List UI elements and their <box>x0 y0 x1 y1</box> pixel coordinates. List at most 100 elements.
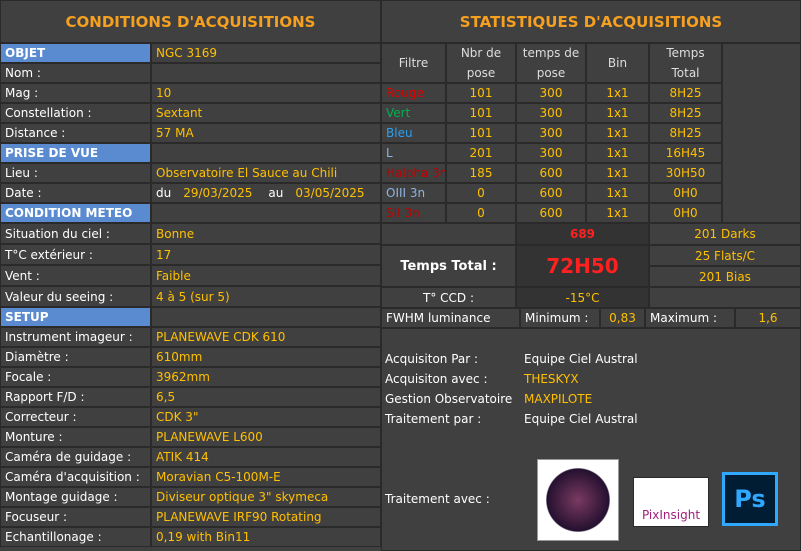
blank <box>649 287 801 308</box>
row-label: Focale : <box>0 367 151 387</box>
logo-photoshop: Ps <box>722 472 778 526</box>
table-cell: 1x1 <box>586 203 649 223</box>
table-cell: 0H0 <box>649 183 722 203</box>
info-value: Equipe Ciel Austral <box>524 412 638 426</box>
table-cell: 30H50 <box>649 163 722 183</box>
filter-name: Halpha 3n <box>381 163 446 183</box>
table-cell: 1x1 <box>586 83 649 103</box>
row-label: T°C extérieur : <box>0 244 151 265</box>
blank <box>722 43 801 223</box>
row-label: Mag : <box>0 83 151 103</box>
row-value: ATIK 414 <box>151 447 381 467</box>
row-label: Instrument imageur : <box>0 327 151 347</box>
table-header: Filtre <box>381 43 446 83</box>
row-label: Nom : <box>0 63 151 83</box>
row-label: Focuseur : <box>0 507 151 527</box>
table-cell: 101 <box>446 103 516 123</box>
row-label: Correcteur : <box>0 407 151 427</box>
row-label: Rapport F/D : <box>0 387 151 407</box>
row-label: Date : <box>0 183 151 203</box>
date-part: du <box>156 186 172 200</box>
section-heading: PRISE DE VUE <box>0 143 151 163</box>
logo-siril <box>537 459 619 541</box>
table-header: Nbr de pose <box>446 43 516 83</box>
table-cell: 0 <box>446 183 516 203</box>
table-cell: 0 <box>446 203 516 223</box>
section-heading: SETUP <box>0 307 151 327</box>
table-cell: 600 <box>516 183 586 203</box>
date-part: 29/03/2025 <box>183 186 253 200</box>
table-cell: 185 <box>446 163 516 183</box>
table-cell: 1x1 <box>586 163 649 183</box>
row-label: Valeur du seeing : <box>0 286 151 307</box>
row-value: 17 <box>151 244 381 265</box>
row-label: Echantillonage : <box>0 527 151 547</box>
row-value: 6,5 <box>151 387 381 407</box>
row-value: Sextant <box>151 103 381 123</box>
table-cell: 300 <box>516 123 586 143</box>
table-header: Bin <box>586 43 649 83</box>
table-cell: 1x1 <box>586 123 649 143</box>
table-cell: 8H25 <box>649 123 722 143</box>
fwhm-label: FWHM luminance <box>381 308 520 328</box>
filter-name: OIII 3n <box>381 183 446 203</box>
row-label: Caméra de guidage : <box>0 447 151 467</box>
info-value: Equipe Ciel Austral <box>524 352 638 366</box>
section-value <box>151 203 381 223</box>
row-label: Vent : <box>0 265 151 286</box>
table-cell: 1x1 <box>586 143 649 163</box>
ccd-label: T° CCD : <box>381 287 516 308</box>
row-value: 10 <box>151 83 381 103</box>
processing-label: Traitement avec : <box>385 492 490 506</box>
row-value: PLANEWAVE L600 <box>151 427 381 447</box>
table-cell: 8H25 <box>649 103 722 123</box>
left-title: CONDITIONS D'ACQUISITIONS <box>0 0 381 43</box>
ccd-value: -15°C <box>516 287 649 308</box>
row-label: Diamètre : <box>0 347 151 367</box>
filter-name: Rouge <box>381 83 446 103</box>
info-label: Traitement par : <box>385 412 482 426</box>
row-label: Constellation : <box>0 103 151 123</box>
row-value: du 29/03/2025 au 03/05/2025 <box>151 183 381 203</box>
row-value: Moravian C5-100M-E <box>151 467 381 487</box>
section-value: NGC 3169 <box>151 43 381 63</box>
section-value <box>151 143 381 163</box>
table-cell: 101 <box>446 123 516 143</box>
total-label: Temps Total : <box>381 245 516 287</box>
table-header: Temps Total <box>649 43 722 83</box>
table-cell: 0H0 <box>649 203 722 223</box>
info-label: Gestion Observatoire <box>385 392 513 406</box>
darks: 201 Darks <box>649 223 801 245</box>
table-cell: 1x1 <box>586 103 649 123</box>
table-cell: 16H45 <box>649 143 722 163</box>
table-cell: 201 <box>446 143 516 163</box>
row-value: 4 à 5 (sur 5) <box>151 286 381 307</box>
row-label: Monture : <box>0 427 151 447</box>
right-title: STATISTIQUES D'ACQUISITIONS <box>381 0 801 43</box>
filter-name: L <box>381 143 446 163</box>
min-value: 0,83 <box>600 308 645 328</box>
info-value: MAXPILOTE <box>524 392 593 406</box>
row-value: PLANEWAVE IRF90 Rotating <box>151 507 381 527</box>
filter-name: Vert <box>381 103 446 123</box>
date-part: 03/05/2025 <box>295 186 365 200</box>
total-frames: 689 <box>516 223 649 245</box>
table-cell: 101 <box>446 83 516 103</box>
row-label: Distance : <box>0 123 151 143</box>
bias: 201 Bias <box>649 266 801 287</box>
table-cell: 600 <box>516 163 586 183</box>
table-header: temps de pose <box>516 43 586 83</box>
row-value: 57 MA <box>151 123 381 143</box>
filter-name: Bleu <box>381 123 446 143</box>
info-value: THESKYX <box>524 372 579 386</box>
row-value: Observatoire El Sauce au Chili <box>151 163 381 183</box>
row-value: PLANEWAVE CDK 610 <box>151 327 381 347</box>
total-time: 72H50 <box>516 245 649 287</box>
logo-pixinsight: PixInsight <box>633 477 709 527</box>
table-cell: 8H25 <box>649 83 722 103</box>
section-heading: OBJET <box>0 43 151 63</box>
table-cell: 300 <box>516 103 586 123</box>
row-value: 610mm <box>151 347 381 367</box>
max-value: 1,6 <box>735 308 801 328</box>
